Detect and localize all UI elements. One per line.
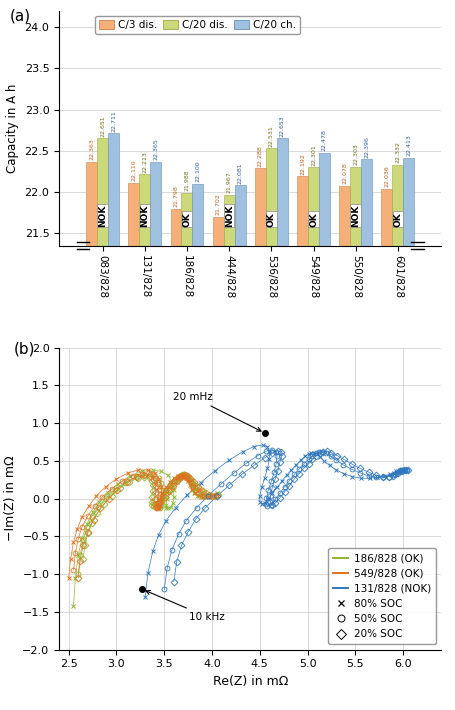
Bar bbox=[192, 184, 203, 246]
X-axis label: Re(Z) in mΩ: Re(Z) in mΩ bbox=[212, 675, 288, 688]
Text: 22.332: 22.332 bbox=[395, 141, 400, 163]
Text: 21.702: 21.702 bbox=[216, 193, 221, 215]
Text: 22.303: 22.303 bbox=[353, 143, 358, 165]
Text: NOK: NOK bbox=[140, 204, 149, 226]
Text: 22.396: 22.396 bbox=[364, 136, 369, 158]
Text: NOK: NOK bbox=[351, 204, 360, 226]
Text: 20 mHz: 20 mHz bbox=[173, 392, 261, 431]
Text: 21.967: 21.967 bbox=[227, 171, 232, 193]
Bar bbox=[392, 165, 404, 246]
Text: OK: OK bbox=[182, 212, 192, 226]
Bar bbox=[404, 158, 415, 246]
Text: 21.798: 21.798 bbox=[173, 185, 178, 207]
Bar bbox=[361, 159, 372, 246]
Text: (b): (b) bbox=[13, 342, 35, 356]
Text: 22.192: 22.192 bbox=[300, 153, 305, 175]
Text: 22.110: 22.110 bbox=[131, 160, 136, 181]
Bar bbox=[150, 162, 161, 246]
Bar bbox=[266, 148, 277, 246]
Bar bbox=[235, 185, 246, 246]
Text: 22.363: 22.363 bbox=[89, 138, 94, 160]
Bar bbox=[171, 209, 182, 246]
Text: OK: OK bbox=[267, 212, 276, 226]
Text: 22.413: 22.413 bbox=[406, 134, 411, 156]
Bar bbox=[128, 183, 139, 246]
Bar bbox=[350, 167, 361, 246]
Text: (a): (a) bbox=[10, 9, 30, 23]
Bar bbox=[108, 133, 119, 246]
Bar bbox=[255, 168, 266, 246]
Text: 22.365: 22.365 bbox=[153, 138, 158, 160]
Text: 22.653: 22.653 bbox=[280, 115, 285, 136]
Text: 22.078: 22.078 bbox=[342, 162, 347, 184]
Bar bbox=[139, 175, 150, 246]
Text: 22.531: 22.531 bbox=[269, 125, 274, 146]
Bar bbox=[97, 138, 108, 246]
Bar bbox=[339, 185, 350, 246]
Text: 22.478: 22.478 bbox=[322, 129, 327, 151]
Bar bbox=[212, 217, 224, 246]
Bar bbox=[277, 138, 288, 246]
Text: 21.988: 21.988 bbox=[184, 170, 189, 191]
Text: 22.301: 22.301 bbox=[311, 144, 316, 165]
Text: NOK: NOK bbox=[225, 204, 234, 226]
Bar bbox=[319, 153, 330, 246]
Text: 22.288: 22.288 bbox=[258, 145, 263, 167]
Text: 22.100: 22.100 bbox=[196, 160, 201, 182]
Text: 22.213: 22.213 bbox=[142, 151, 147, 173]
Text: 22.081: 22.081 bbox=[238, 162, 243, 184]
Bar bbox=[297, 176, 308, 246]
Text: 22.651: 22.651 bbox=[100, 115, 105, 137]
Text: 22.036: 22.036 bbox=[384, 165, 389, 187]
Text: 10 kHz: 10 kHz bbox=[146, 591, 225, 622]
Text: NOK: NOK bbox=[98, 204, 107, 226]
Bar bbox=[182, 193, 192, 246]
Y-axis label: −Im(Z) in mΩ: −Im(Z) in mΩ bbox=[4, 456, 17, 542]
Text: OK: OK bbox=[394, 212, 402, 226]
Bar bbox=[224, 195, 235, 246]
Bar bbox=[86, 162, 97, 246]
Bar bbox=[308, 167, 319, 246]
Text: OK: OK bbox=[309, 212, 318, 226]
Legend: 186/828 (OK), 549/828 (OK), 131/828 (NOK), 80% SOC, 50% SOC, 20% SOC: 186/828 (OK), 549/828 (OK), 131/828 (NOK… bbox=[328, 548, 436, 645]
Text: 22.711: 22.711 bbox=[111, 110, 116, 132]
Y-axis label: Capacity in A h: Capacity in A h bbox=[6, 84, 19, 173]
Legend: C/3 dis., C/20 dis., C/20 ch.: C/3 dis., C/20 dis., C/20 ch. bbox=[95, 16, 300, 34]
Bar bbox=[381, 189, 392, 246]
